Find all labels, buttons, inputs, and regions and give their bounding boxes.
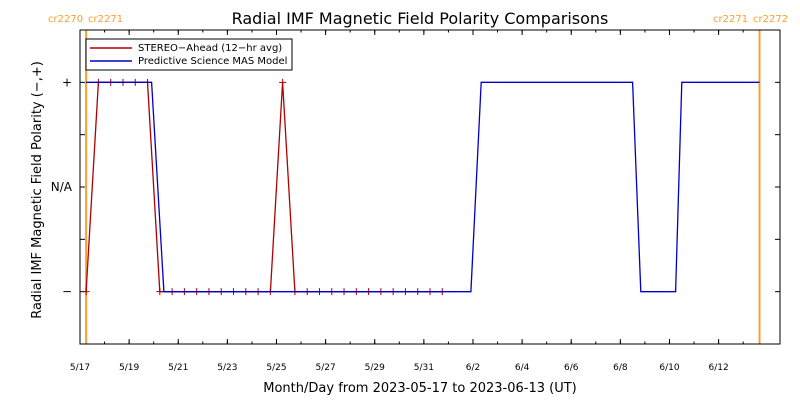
x-tick-label: 5/19 <box>119 363 139 373</box>
series-layer <box>82 78 760 296</box>
cr-left-label-b: cr2271 <box>88 14 123 25</box>
x-tick-label: 6/10 <box>659 363 679 373</box>
carrington-markers <box>85 30 761 344</box>
stereo-ahead-point <box>156 288 164 296</box>
x-tick-label: 5/27 <box>316 363 336 373</box>
chart-title: Radial IMF Magnetic Field Polarity Compa… <box>232 9 609 28</box>
x-tick-label: 5/29 <box>365 363 385 373</box>
plot-frame <box>79 29 781 345</box>
y-tick-label: N/A <box>51 180 73 194</box>
legend: STEREO−Ahead (12−hr avg) Predictive Scie… <box>85 38 293 71</box>
stereo-ahead-point <box>82 288 90 296</box>
legend-label-mas: Predictive Science MAS Model <box>138 56 287 67</box>
x-tick-label: 5/31 <box>414 363 434 373</box>
x-tick-label: 6/4 <box>515 363 530 373</box>
x-axis-label: Month/Day from 2023-05-17 to 2023-06-13 … <box>263 381 576 396</box>
cr-left-label-a: cr2270 <box>48 14 83 25</box>
y-tick-label: + <box>62 75 72 89</box>
y-axis-label: Radial IMF Magnetic Field Polarity (−,+) <box>30 61 45 319</box>
x-tick-label: 6/2 <box>466 363 480 373</box>
stereo-ahead-line <box>85 81 443 293</box>
x-tick-label: 5/23 <box>217 363 237 373</box>
x-axis-ticks: 5/17 5/19 5/21 5/23 5/25 5/27 5/29 5/31 6/2 6/4 6/… <box>70 30 744 373</box>
cr-right-label-b: cr2272 <box>753 14 788 25</box>
x-tick-label: 6/6 <box>564 363 579 373</box>
x-tick-label: 5/21 <box>168 363 188 373</box>
x-tick-label: 6/8 <box>613 363 628 373</box>
legend-box <box>85 38 293 71</box>
legend-label-stereo: STEREO−Ahead (12−hr avg) <box>138 43 282 54</box>
x-tick-label: 5/25 <box>266 363 286 373</box>
stereo-ahead-point <box>279 78 287 86</box>
y-axis-ticks: + N/A − <box>51 29 780 345</box>
mas-model-line <box>86 81 760 293</box>
cr-right-label-a: cr2271 <box>713 14 748 25</box>
x-tick-label: 6/12 <box>708 363 728 373</box>
y-tick-label: − <box>62 285 72 299</box>
x-tick-label: 5/17 <box>70 363 90 373</box>
